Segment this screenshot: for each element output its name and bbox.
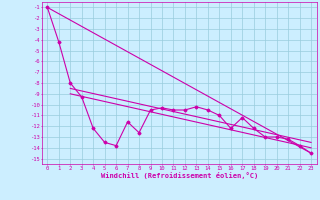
X-axis label: Windchill (Refroidissement éolien,°C): Windchill (Refroidissement éolien,°C)	[100, 172, 258, 179]
